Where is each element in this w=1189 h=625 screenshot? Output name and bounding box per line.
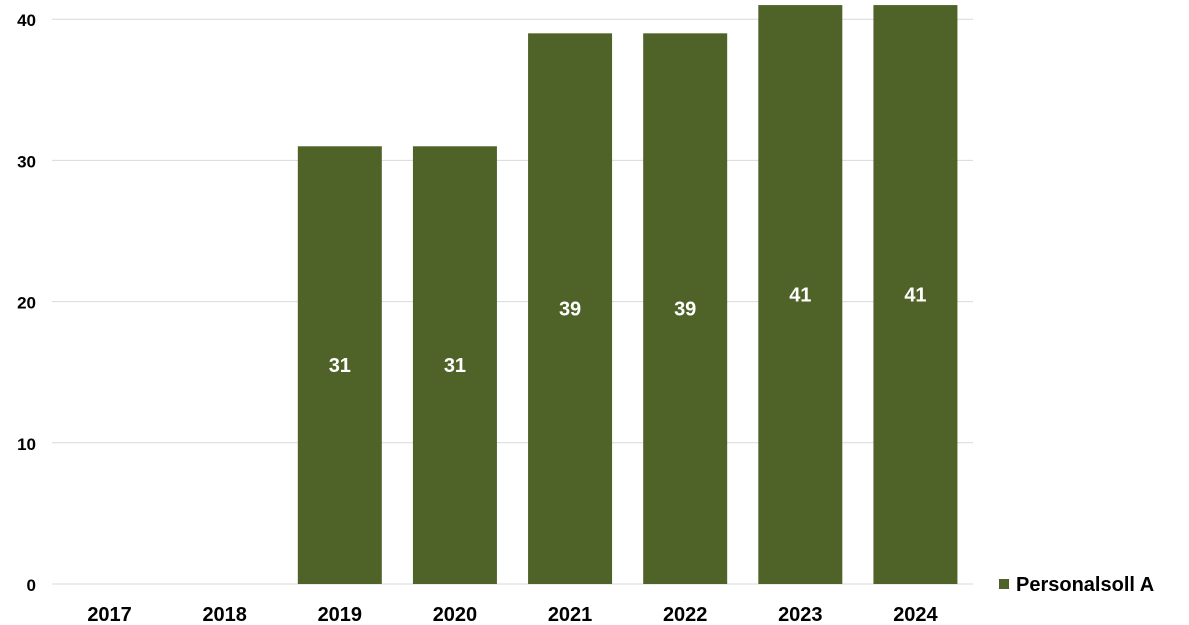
data-labels: 31 31 39 39 41 41 (329, 285, 927, 378)
data-label: 31 (329, 355, 351, 377)
bar (873, 5, 958, 584)
legend: Personalsoll A (999, 574, 1154, 596)
y-tick-label: 20 (17, 294, 36, 313)
y-tick-label: 30 (17, 152, 36, 171)
x-tick-label: 2023 (778, 604, 823, 625)
data-label: 39 (559, 299, 581, 321)
data-label: 31 (444, 355, 466, 377)
y-tick-label: 0 (27, 576, 36, 595)
x-tick-label: 2020 (433, 604, 478, 625)
x-tick-label: 2017 (87, 604, 132, 625)
bar (758, 5, 843, 584)
bar (297, 146, 382, 584)
y-tick-label: 40 (17, 11, 36, 30)
data-label: 41 (789, 285, 811, 307)
bar (643, 33, 728, 584)
bar (412, 146, 497, 584)
y-tick-label: 10 (17, 435, 36, 454)
x-tick-label: 2024 (893, 604, 938, 625)
bar (528, 33, 613, 584)
x-axis: 2017 2018 2019 2020 2021 2022 2023 2024 (87, 604, 938, 625)
legend-label: Personalsoll A (1016, 574, 1154, 596)
bars (297, 5, 958, 584)
data-label: 39 (674, 299, 696, 321)
x-tick-label: 2018 (202, 604, 247, 625)
x-tick-label: 2021 (548, 604, 593, 625)
y-axis: 0 10 20 30 40 (17, 11, 36, 595)
x-tick-label: 2022 (663, 604, 708, 625)
data-label: 41 (904, 285, 926, 307)
legend-swatch (999, 579, 1009, 589)
x-tick-label: 2019 (318, 604, 363, 625)
